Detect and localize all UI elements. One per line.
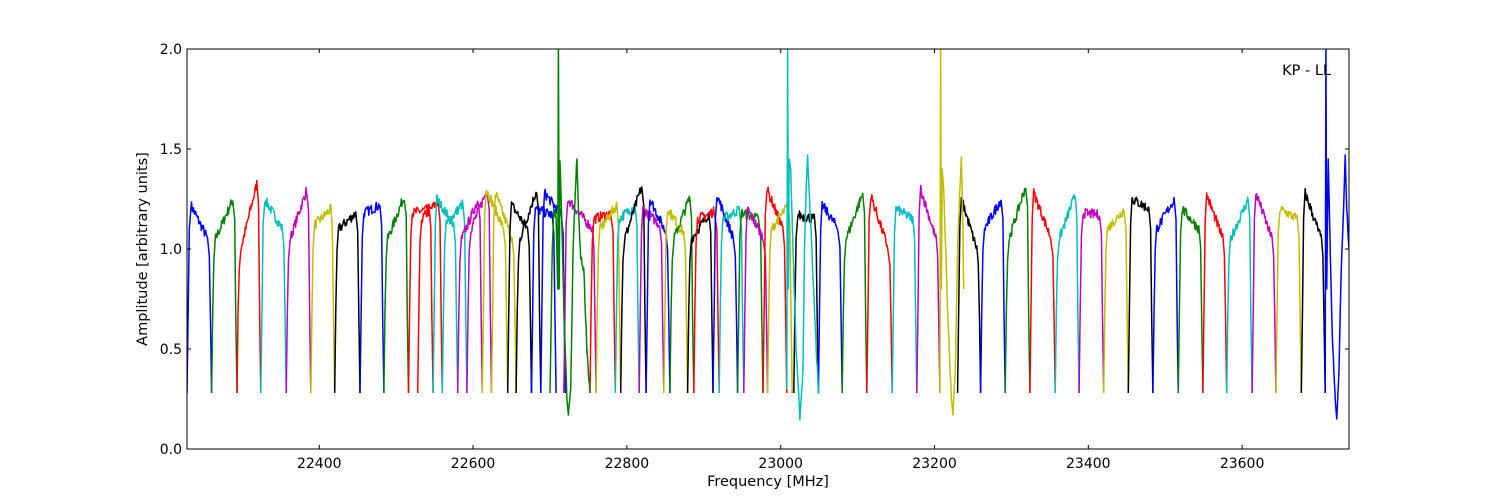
annotation-label: KP - LL xyxy=(1282,63,1331,79)
ticks-group: 22400 22600 22800 23000 23200 23400 23600 0.0 0.… xyxy=(160,42,1349,472)
series-segment-39 xyxy=(817,200,843,394)
series-segment-26 xyxy=(638,205,665,394)
x-tick-label: 22800 xyxy=(605,456,650,472)
series-segment-57 xyxy=(1275,205,1303,394)
series-segment-17 xyxy=(506,201,533,394)
series-segment-52 xyxy=(1152,196,1180,394)
series-segment-33 xyxy=(718,205,745,394)
series-segment-43 xyxy=(916,184,941,394)
series-segment-4 xyxy=(285,186,312,394)
series-segment-40 xyxy=(841,192,868,394)
series-segment-0 xyxy=(187,201,213,394)
series-segment-21 xyxy=(563,199,597,394)
rfi-segment-0 xyxy=(549,49,591,416)
series-segment-55 xyxy=(1225,196,1253,394)
y-tick-label: 0.5 xyxy=(160,342,182,358)
series-segment-56 xyxy=(1251,193,1277,394)
series-segment-8 xyxy=(383,198,410,394)
series-segment-15 xyxy=(481,189,509,394)
series-segment-23 xyxy=(595,201,622,394)
x-tick-label: 23200 xyxy=(912,456,957,472)
series-segment-18 xyxy=(515,191,542,394)
series-segment-36 xyxy=(762,186,788,394)
series-segment-30 xyxy=(686,212,714,394)
series-segment-42 xyxy=(891,205,918,394)
y-tick-label: 0.0 xyxy=(160,442,182,458)
series-segment-48 xyxy=(1054,194,1080,394)
series-segment-49 xyxy=(1078,207,1105,394)
series-segment-28 xyxy=(663,209,689,394)
y-tick-label: 1.0 xyxy=(160,242,182,258)
rfi-segment-1 xyxy=(786,49,820,421)
x-tick-label: 23000 xyxy=(758,456,803,472)
series-segment-50 xyxy=(1102,208,1130,394)
series-segment-2 xyxy=(236,179,262,394)
y-tick-label: 2.0 xyxy=(160,42,182,58)
series-segment-13 xyxy=(456,200,484,394)
series-segment-53 xyxy=(1177,206,1204,394)
series-segment-1 xyxy=(210,199,238,394)
series-segment-12 xyxy=(441,199,468,394)
y-tick-label: 1.5 xyxy=(160,142,182,158)
series-segment-5 xyxy=(310,203,336,394)
y-axis-label: Amplitude [arbitrary units] xyxy=(135,152,151,346)
x-axis-label: Frequency [MHz] xyxy=(707,474,829,490)
x-tick-label: 22400 xyxy=(297,456,342,472)
series-segment-58 xyxy=(1300,187,1326,394)
series-segment-45 xyxy=(979,199,1006,394)
series-segment-35 xyxy=(743,206,769,394)
series-segment-44 xyxy=(956,196,982,394)
series-segment-16 xyxy=(490,191,517,394)
series-segment-51 xyxy=(1127,196,1154,394)
series-segment-34 xyxy=(736,208,764,394)
series-segment-31 xyxy=(693,206,720,394)
series-segment-11 xyxy=(432,194,459,394)
x-tick-label: 23400 xyxy=(1066,456,1111,472)
x-tick-label: 23600 xyxy=(1220,456,1265,472)
rfi-segment-2 xyxy=(939,49,965,416)
series-segment-25 xyxy=(619,186,647,394)
series-segment-41 xyxy=(866,193,893,394)
rfi-segment-3 xyxy=(1324,49,1349,420)
series-segment-27 xyxy=(645,199,671,394)
x-tick-label: 22600 xyxy=(451,456,496,472)
series-group xyxy=(187,49,1349,421)
series-segment-47 xyxy=(1029,187,1056,394)
series-segment-29 xyxy=(669,195,695,394)
series-segment-7 xyxy=(359,201,385,394)
series-segment-54 xyxy=(1202,192,1228,394)
series-segment-46 xyxy=(1004,187,1031,394)
series-segment-3 xyxy=(260,197,287,394)
series-segment-22 xyxy=(589,210,617,394)
series-segment-10 xyxy=(416,200,444,394)
series-segment-6 xyxy=(333,211,361,394)
